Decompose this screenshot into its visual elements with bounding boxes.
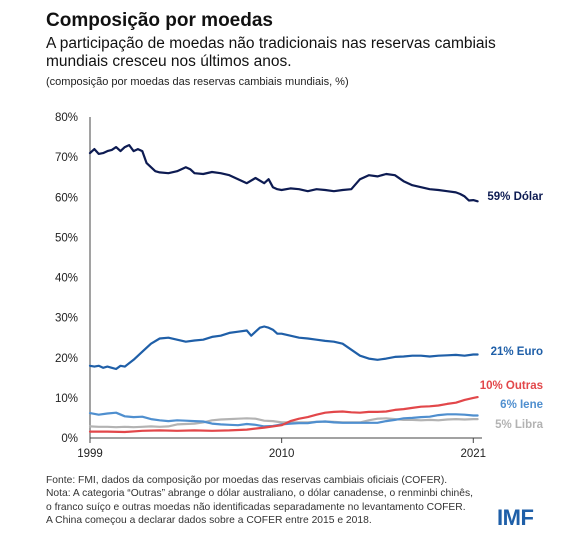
y-tick-label: 60% [55, 192, 78, 204]
y-tick-label: 10% [55, 393, 78, 405]
y-tick-label: 40% [55, 273, 78, 285]
x-tick-label: 1999 [77, 448, 103, 460]
series-label: 5% Libra [495, 419, 544, 431]
series-line [88, 396, 479, 434]
y-tick-label: 50% [55, 232, 78, 244]
x-tick-label: 2021 [460, 448, 486, 460]
unit-note: (composição por moedas das reservas camb… [46, 76, 349, 88]
x-tick-label: 2010 [269, 448, 295, 460]
chart-subtitle: A participação de moedas não tradicionai… [46, 35, 546, 71]
subtitle-line-1: A participação de moedas não tradicionai… [46, 35, 496, 52]
chart-title: Composição por moedas [46, 10, 273, 31]
series-line [88, 144, 479, 203]
y-tick-label: 80% [55, 112, 78, 124]
series-label: 6% Iene [500, 399, 543, 411]
note-line-2: o franco suíço e outras moedas não ident… [46, 501, 466, 513]
note-line-1: Nota: A categoria “Outras” abrange o dól… [46, 488, 474, 500]
source-note: Fonte: FMI, dados da composição por moed… [46, 475, 448, 486]
series-line [88, 417, 479, 429]
y-tick-label: 0% [61, 433, 78, 445]
y-tick-label: 70% [55, 152, 78, 164]
series-line [88, 325, 479, 371]
subtitle-line-2: mundiais cresceu nos últimos anos. [46, 53, 292, 70]
note-line-3: A China começou a declarar dados sobre a… [46, 514, 372, 526]
y-tick-label: 30% [55, 313, 78, 325]
series-label: 21% Euro [491, 346, 543, 358]
footnotes: Fonte: FMI, dados da composição por moed… [46, 474, 486, 527]
y-tick-label: 20% [55, 353, 78, 365]
series-label: 10% Outras [480, 380, 543, 392]
imf-logo: IMF [497, 505, 534, 530]
series-label: 59% Dólar [487, 191, 543, 203]
